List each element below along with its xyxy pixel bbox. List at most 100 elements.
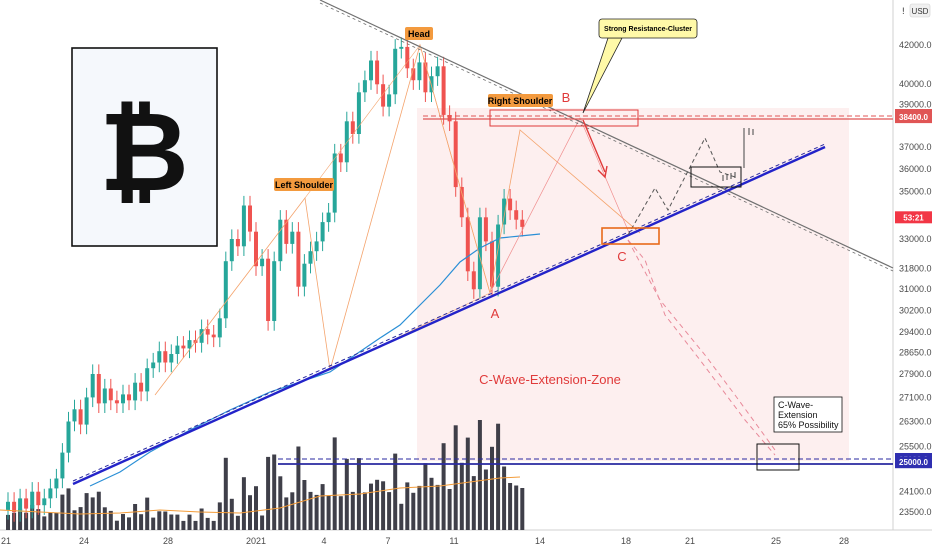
y-tick-label: 39000.0 [899,100,932,110]
volume-bar [211,520,216,530]
x-tick-label: 21 [685,536,695,546]
candle-body [338,153,343,163]
candle-body [423,62,428,93]
volume-bar [199,508,204,530]
candle-body [84,397,89,425]
candle-body [477,217,482,290]
volume-bar [326,495,331,530]
volume-bar [435,484,440,530]
currency-header[interactable]: ǃ USD [902,3,931,18]
projection-bear-path-2 [627,239,776,456]
y-tick-label: 40000.0 [899,79,932,89]
projection-bull-path [627,136,739,236]
volume-bar [181,520,186,530]
candle-body [229,239,234,262]
volume-bar [193,520,198,530]
candle-body [241,205,246,247]
candle-body [181,345,186,349]
volume-bar [139,514,144,530]
candle-body [78,409,83,425]
x-tick-label: 28 [163,536,173,546]
volume-bar [514,485,519,530]
volume-bar [405,482,410,530]
candle-body [102,388,107,404]
volume-bar [284,497,289,530]
volume-bar [48,512,53,530]
price-axis[interactable]: 42000.0 40000.0 39000.0 37000.0 36000.0 35000… [899,40,932,517]
x-tick-label: 4 [321,536,326,546]
candle-body [369,60,373,81]
candle-body [42,498,47,506]
volume-bar [502,466,507,530]
candle-body [332,153,337,213]
projection-bear-path [627,239,776,451]
volume-bar [254,486,258,530]
x-tick-label: 18 [621,536,631,546]
volume-bar [36,509,41,530]
volume-bar [429,477,434,530]
volume-bar [459,462,464,530]
candle-body [459,187,464,218]
candle-body [520,219,525,227]
candle-body [496,224,501,287]
descending-trendline [319,0,894,269]
svg-text:Head: Head [408,29,430,39]
volume-bar [471,476,476,530]
candle-body [187,340,192,349]
candle-body [96,374,101,404]
x-tick-label: 11 [449,536,458,546]
volume-bar [314,494,319,530]
price-tag-label: 53:21 [903,213,924,222]
candle-body [514,210,519,220]
extension-line-3: 65% Possibility [778,420,839,430]
volume-bar [223,457,228,530]
consolidation-box [690,166,742,188]
candle-body [483,217,488,242]
y-tick-label: 36000.0 [899,164,932,174]
b-arrow-head [597,165,608,179]
volume-bar [163,511,168,530]
candle-body [302,263,307,287]
candle-body [502,198,507,225]
zone-label: C-Wave-Extension-Zone [479,372,621,387]
y-tick-label: 27100.0 [899,392,932,402]
candle-body [90,374,95,398]
wave-label-c: C [617,249,626,264]
volume-bar [127,517,131,530]
time-axis[interactable]: 21 24 28 2021 4 7 11 14 18 21 25 28 [1,536,849,546]
volume-bar [114,520,119,530]
candle-body [24,498,29,509]
volume-bar [145,497,150,530]
candle-body [151,362,156,369]
candle-body [326,212,331,223]
y-tick-label: 37000.0 [899,142,932,152]
pattern-line-xb [304,44,491,294]
candle-body [344,121,349,163]
y-tick-label: 26300.0 [899,417,932,427]
candle-body [163,351,168,363]
volume-bar [362,492,367,530]
x-tick-label: 25 [771,536,781,546]
volume-bar [417,485,422,530]
y-tick-label: 30200.0 [899,305,932,315]
x-tick-label: 28 [839,536,849,546]
volume-bar [477,420,482,530]
candle-body [441,66,446,115]
svg-text:Right Shoulder: Right Shoulder [488,96,553,106]
candle-body [465,217,470,272]
volume-bar [308,491,313,530]
volume-average-orange [0,476,521,515]
candle-body [217,318,222,338]
x-tick-label: 14 [535,536,545,546]
candle-body [18,498,23,512]
y-tick-label: 27900.0 [899,369,932,379]
volume-bar [175,514,180,530]
candle-body [375,60,380,85]
volume-bar [42,516,47,530]
candle-body [145,368,150,392]
candle-body [169,354,174,363]
volume-bar [496,423,501,530]
price-tag [895,211,932,224]
candle-body [127,394,131,401]
